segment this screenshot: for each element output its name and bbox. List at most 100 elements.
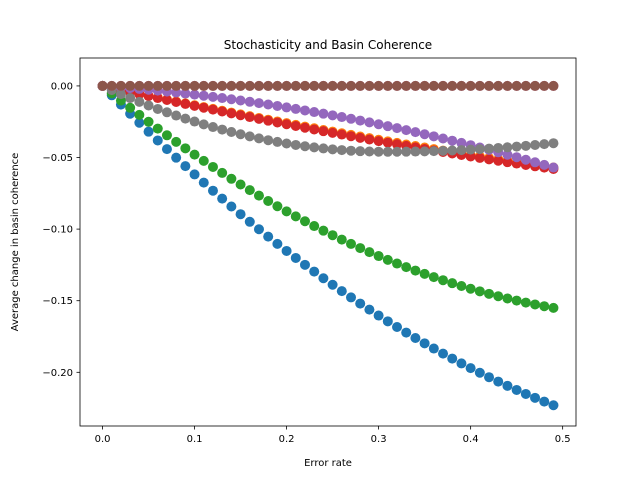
data-point [447,353,458,364]
data-point [474,152,485,163]
data-point [327,144,338,155]
data-point [410,127,421,138]
data-point [244,80,255,91]
data-point [97,80,108,91]
data-point [281,102,292,113]
data-point [207,161,218,172]
data-point [263,135,274,146]
data-point [493,142,504,153]
data-point [309,142,320,153]
data-point [318,108,329,119]
data-point [226,126,237,137]
data-point [198,102,209,113]
y-tick-label: −0.05 [42,153,73,164]
y-tick-label: 0.00 [51,81,73,92]
data-point [548,138,559,149]
data-point [392,322,403,333]
data-point [244,112,255,123]
data-point [438,275,449,286]
data-point [253,224,264,235]
data-point [392,80,403,91]
data-point [484,143,495,154]
data-point [401,125,412,136]
data-point [189,80,200,91]
data-point [180,98,191,109]
data-point [382,146,393,157]
data-point [263,231,274,242]
data-point [263,115,274,126]
data-point [382,254,393,265]
data-point [290,139,301,150]
data-point [281,206,292,217]
data-point [152,103,163,114]
plot-frame [79,57,577,427]
data-point [373,251,384,262]
data-point [198,177,209,188]
data-point [428,343,439,354]
data-point [143,116,154,127]
data-point [299,105,310,116]
y-axis: 0.00 −0.05 −0.10 −0.15 −0.20 [42,81,80,379]
data-point [410,146,421,157]
x-tick-label: 0.0 [95,434,111,445]
data-point [419,80,430,91]
data-point [299,216,310,227]
data-point [392,123,403,134]
data-point [253,98,264,109]
data-point [382,137,393,148]
data-point [474,80,485,91]
data-point [447,80,458,91]
data-point [226,94,237,105]
data-point [484,80,495,91]
data-point [189,100,200,111]
data-point [355,298,366,309]
data-point [318,143,329,154]
data-point [226,108,237,119]
data-point [180,113,191,124]
data-point [226,173,237,184]
x-tick-label: 0.5 [555,434,571,445]
data-point [355,146,366,157]
data-point [318,225,329,236]
data-point [382,121,393,132]
data-point [520,80,531,91]
data-point [189,149,200,160]
data-point [198,80,209,91]
x-axis: 0.0 0.1 0.2 0.3 0.4 0.5 [95,426,571,445]
data-point [336,80,347,91]
y-tick-label: −0.10 [42,225,73,236]
data-point [530,392,541,403]
data-point [180,161,191,172]
data-point [309,266,320,277]
data-point [474,286,485,297]
chart-title: Stochasticity and Basin Coherence [224,38,432,52]
data-point [272,117,283,128]
data-point [502,380,513,391]
data-point [346,292,357,303]
data-point [134,109,145,120]
data-point [474,144,485,155]
data-point [134,80,145,91]
data-point [410,333,421,344]
data-point [392,258,403,269]
data-point [511,384,522,395]
data-point [318,80,329,91]
data-point [401,146,412,157]
data-point [502,293,513,304]
data-point [134,117,145,128]
data-point [143,80,154,91]
data-point [428,80,439,91]
data-point [484,288,495,299]
data-point [456,80,467,91]
data-point [244,216,255,227]
data-point [355,243,366,254]
data-point [161,107,172,118]
data-point [161,95,172,106]
data-point [161,80,172,91]
data-point [299,259,310,270]
data-point [189,116,200,127]
y-tick-label: −0.20 [42,368,73,379]
data-point [336,234,347,245]
data-point [143,126,154,137]
